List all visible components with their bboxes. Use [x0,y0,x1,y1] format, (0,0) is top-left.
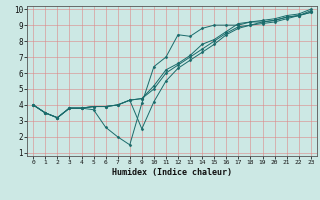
X-axis label: Humidex (Indice chaleur): Humidex (Indice chaleur) [112,168,232,177]
